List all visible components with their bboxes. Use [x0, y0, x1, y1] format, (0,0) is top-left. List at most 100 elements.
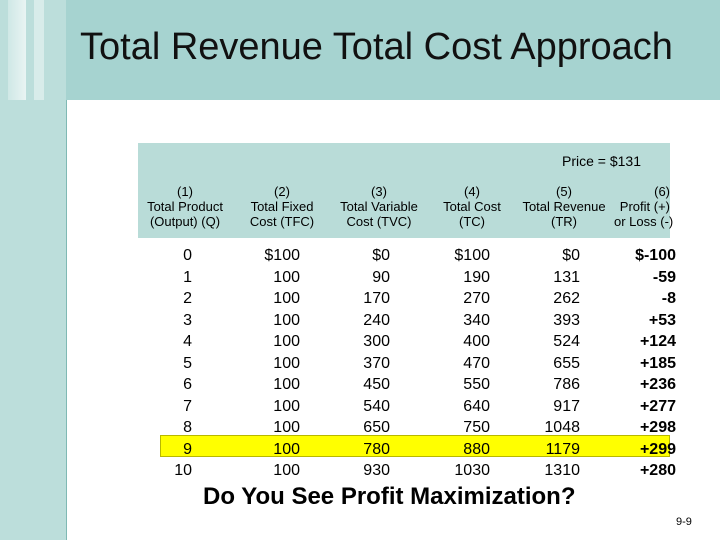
- table-cell: $0: [562, 247, 580, 264]
- table-cell: 4: [183, 333, 192, 350]
- slide-number: 9-9: [676, 516, 692, 528]
- table-cell: 100: [273, 397, 300, 415]
- table-cell: 100: [273, 290, 300, 307]
- table-cell: -59: [652, 268, 676, 286]
- column-title: Total Fixed: [250, 199, 314, 214]
- column-number: (4): [464, 184, 480, 199]
- table-cell: 10: [174, 462, 192, 479]
- table-cell: 880: [463, 440, 490, 458]
- table-cell: +236: [639, 376, 676, 393]
- column-header-tvc: (3) Total Variable Cost (TVC): [331, 184, 427, 229]
- table-cell: +299: [639, 440, 676, 458]
- column-title: Total Variable: [340, 199, 418, 214]
- table-cell: 786: [553, 376, 580, 393]
- table-cell: 540: [363, 397, 390, 415]
- table-cell: 640: [463, 397, 490, 415]
- table-cell: 550: [463, 376, 490, 393]
- table-cell: 470: [463, 354, 490, 372]
- table-cell: +277: [639, 397, 676, 415]
- table-cell: $0: [372, 247, 390, 264]
- table-cell: 8: [183, 419, 192, 436]
- table-cell: 393: [553, 311, 580, 329]
- table-cell: +53: [648, 311, 676, 329]
- table-cell: 1: [183, 268, 192, 286]
- table-cell: 1179: [545, 440, 580, 458]
- table-cell: 780: [363, 440, 390, 458]
- table-cell: 340: [463, 311, 490, 329]
- table-cell: 370: [363, 354, 390, 372]
- column-tfc-values: $100 100 100 100 100 100 100 100 100 100 100: [240, 245, 300, 482]
- table-cell: +124: [639, 333, 676, 350]
- table-cell: 655: [553, 354, 580, 372]
- table-cell: +280: [639, 462, 676, 479]
- left-divider-line: [66, 100, 67, 540]
- column-header-tc: (4) Total Cost (TC): [436, 184, 508, 229]
- table-cell: +298: [639, 419, 676, 436]
- price-label: Price = $131: [562, 153, 641, 169]
- column-number: (5): [556, 184, 572, 199]
- column-subtitle: Cost (TFC): [249, 214, 315, 229]
- table-cell: 450: [363, 376, 390, 393]
- slide-title: Total Revenue Total Cost Approach: [80, 26, 673, 68]
- table-cell: $100: [264, 247, 300, 264]
- table-cell: 750: [463, 419, 490, 436]
- table-header-box: [138, 143, 670, 238]
- left-decorative-strip: [0, 0, 66, 540]
- column-subtitle: Cost (TVC): [346, 214, 412, 229]
- column-number: (2): [274, 184, 290, 199]
- table-cell: 917: [553, 397, 580, 415]
- table-cell: 3: [183, 311, 192, 329]
- column-number: (6): [654, 184, 670, 199]
- table-cell: 0: [183, 247, 192, 264]
- table-cell: 262: [553, 290, 580, 307]
- table-cell: 524: [553, 333, 580, 350]
- column-subtitle: (TC): [459, 214, 485, 229]
- column-header-profit: (6) Profit (+) or Loss (-): [614, 184, 674, 229]
- column-subtitle: (Output) (Q): [149, 214, 221, 229]
- column-header-tfc: (2) Total Fixed Cost (TFC): [240, 184, 324, 229]
- column-number: (1): [177, 184, 193, 199]
- column-tvc-values: $0 90 170 240 300 370 450 540 650 780 930: [330, 245, 390, 482]
- table-cell: 190: [463, 268, 490, 286]
- table-cell: 100: [273, 419, 300, 436]
- table-cell: 270: [463, 290, 490, 307]
- table-cell: 100: [273, 268, 300, 286]
- table-cell: 131: [553, 268, 580, 286]
- table-cell: 100: [273, 440, 300, 458]
- table-cell: 650: [363, 419, 390, 436]
- table-cell: 1310: [544, 462, 580, 479]
- column-tc-values: $100 190 270 340 400 470 550 640 750 880 1030: [430, 245, 490, 482]
- column-subtitle: or Loss (-): [614, 214, 674, 229]
- column-title: Total Revenue: [522, 199, 606, 214]
- column-title: Profit (+): [619, 199, 670, 214]
- table-cell: 100: [273, 462, 300, 479]
- table-cell: 9: [183, 440, 192, 458]
- column-header-tr: (5) Total Revenue (TR): [514, 184, 614, 229]
- table-cell: 400: [463, 333, 490, 350]
- title-band: [0, 0, 720, 100]
- table-cell: +185: [639, 354, 676, 372]
- table-cell: 100: [273, 311, 300, 329]
- column-title: Total Product: [147, 199, 223, 214]
- table-cell: $100: [454, 247, 490, 264]
- column-output-values: 0 1 2 3 4 5 6 7 8 9 10: [150, 245, 192, 482]
- table-cell: 100: [273, 354, 300, 372]
- table-cell: 240: [363, 311, 390, 329]
- table-cell: 90: [372, 268, 390, 286]
- table-cell: 7: [183, 397, 192, 415]
- table-cell: 1030: [454, 462, 490, 479]
- table-cell: 6: [183, 376, 192, 393]
- profit-max-row-highlight: [160, 435, 670, 457]
- table-cell: $-100: [635, 247, 676, 264]
- table-cell: -8: [661, 290, 676, 307]
- table-cell: 100: [273, 333, 300, 350]
- table-cell: 300: [363, 333, 390, 350]
- profit-question: Do You See Profit Maximization?: [203, 483, 576, 510]
- table-cell: 1048: [544, 419, 580, 436]
- column-number: (3): [371, 184, 387, 199]
- column-profit-values: $-100 -59 -8 +53 +124 +185 +236 +277 +298 +299 +28…: [600, 245, 676, 482]
- column-header-output: (1) Total Product (Output) (Q): [140, 184, 230, 229]
- table-cell: 170: [363, 290, 390, 307]
- table-cell: 930: [363, 462, 390, 479]
- column-title: Total Cost: [443, 199, 501, 214]
